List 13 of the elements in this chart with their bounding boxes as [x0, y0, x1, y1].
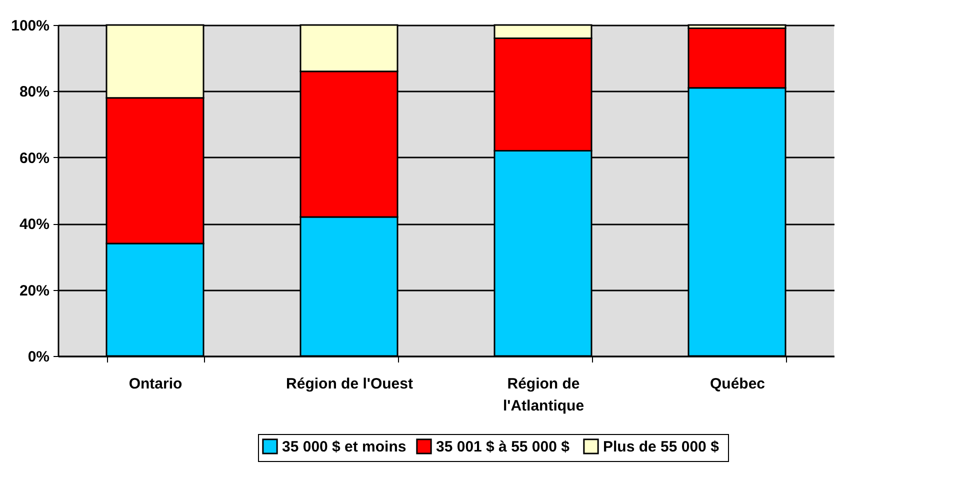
y-tick-label: 20% — [19, 282, 50, 300]
y-tick-label: 0% — [28, 348, 50, 366]
legend-label: 35 001 $ à 55 000 $ — [436, 438, 570, 456]
y-tick-label: 80% — [19, 84, 50, 101]
x-tick-label: Québec — [710, 376, 766, 392]
x-tick-label: Région de l'Atlantique — [502, 376, 584, 414]
y-tick-label: 40% — [19, 216, 50, 234]
y-tick-label: 100% — [11, 18, 50, 34]
y-tick-label: 60% — [19, 150, 50, 167]
x-tick-label: Ontario — [128, 376, 182, 392]
legend-label: Plus de 55 000 $ — [603, 438, 720, 456]
x-tick-label: Région de l'Ouest — [286, 376, 413, 392]
legend-label: 35 000 $ et moins — [282, 438, 406, 456]
